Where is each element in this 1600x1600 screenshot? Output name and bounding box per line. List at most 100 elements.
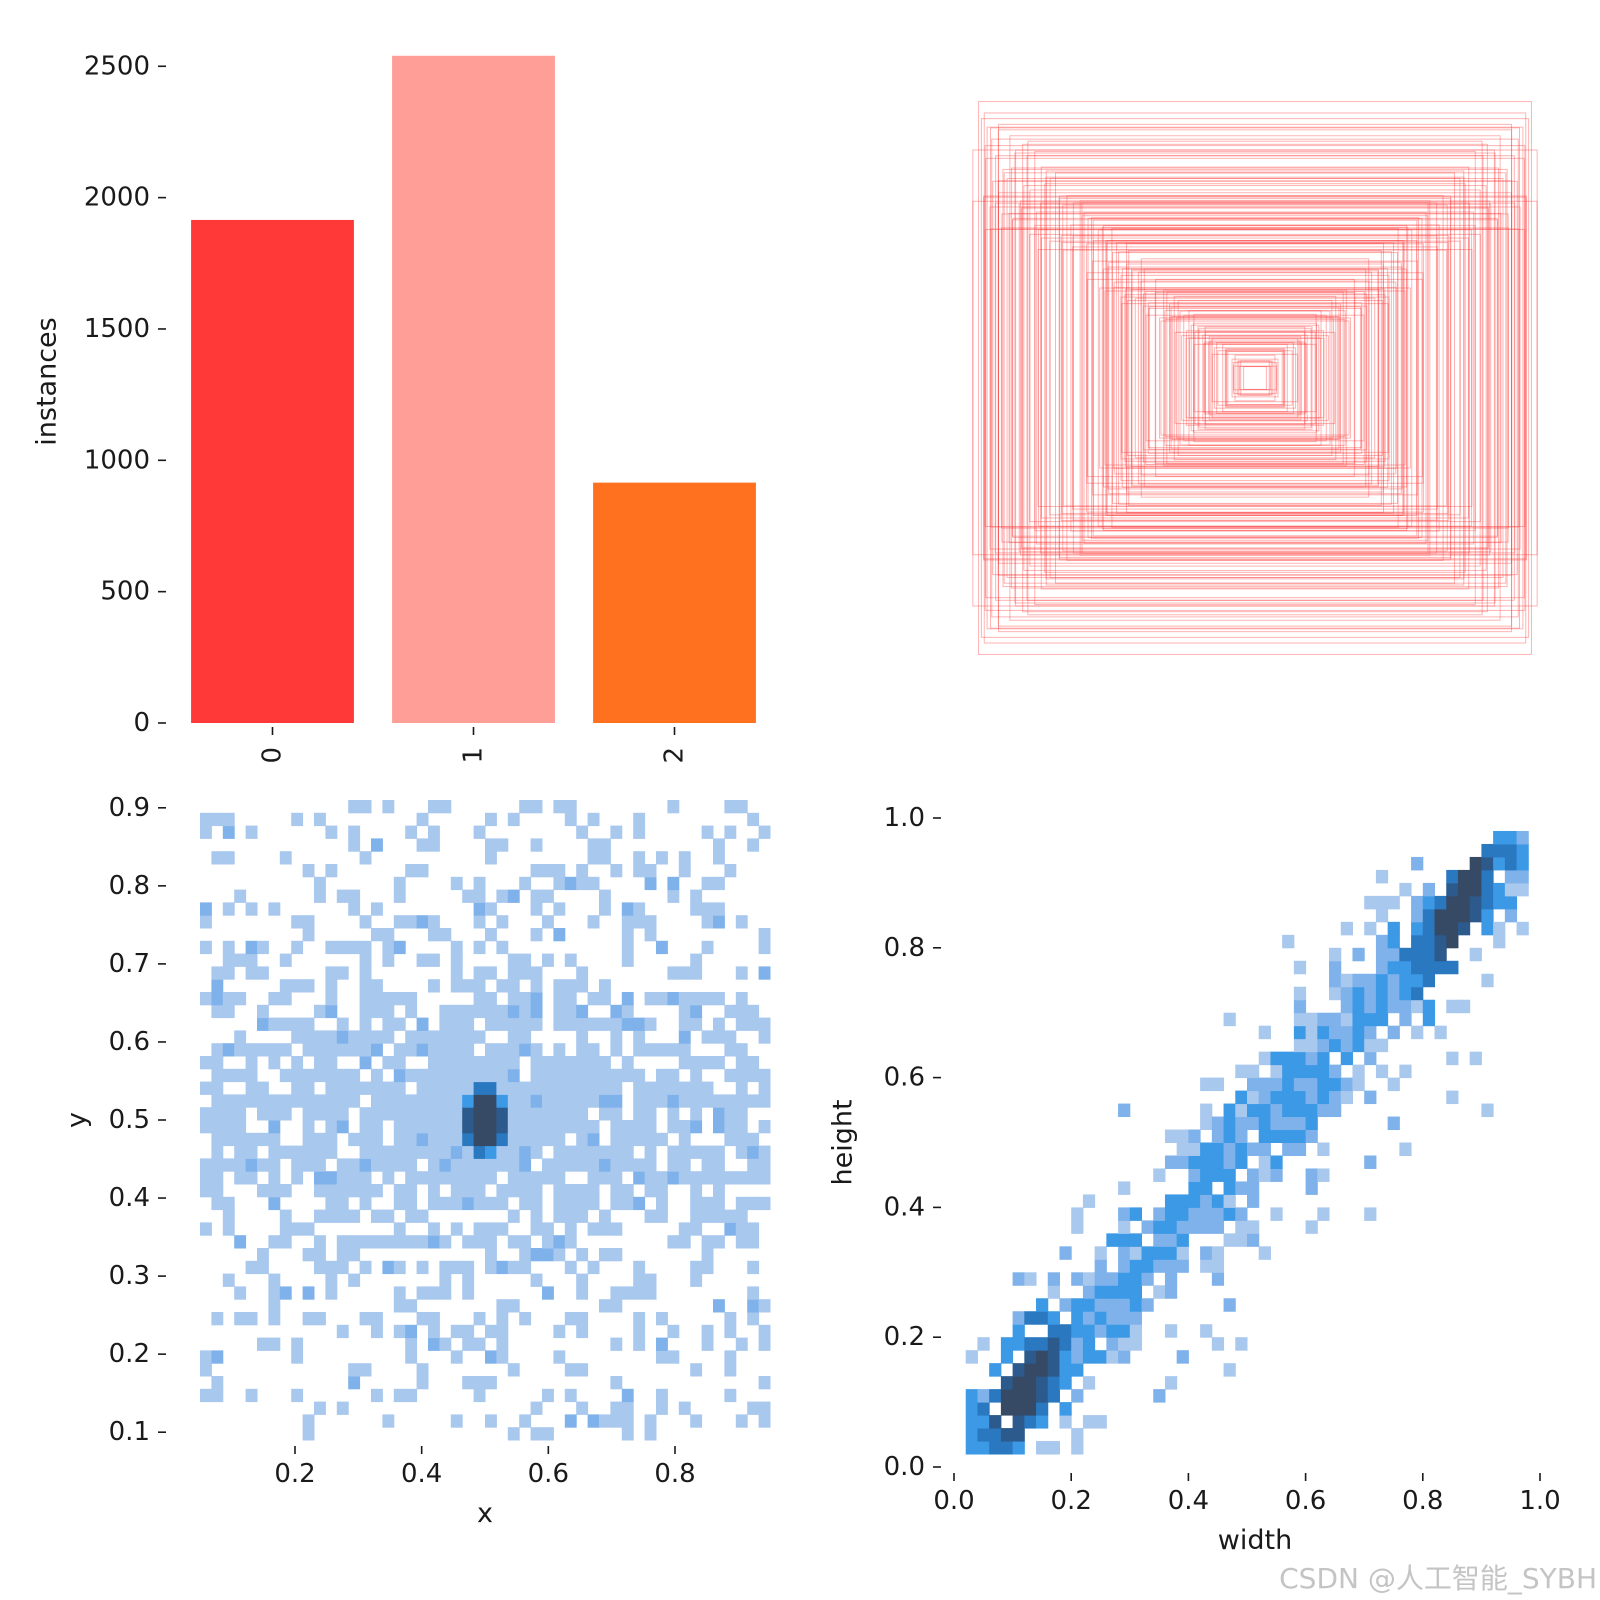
heatmap-cell — [279, 1068, 292, 1083]
heatmap-cell — [701, 992, 714, 1006]
heatmap-cell — [576, 1286, 589, 1300]
bounding-box — [1127, 299, 1383, 457]
heatmap-cell — [405, 864, 418, 878]
heatmap-cell — [450, 1004, 463, 1019]
heatmap-cell — [1047, 1363, 1060, 1377]
heatmap-cell — [405, 1350, 418, 1364]
heatmap-cell — [1223, 1129, 1236, 1143]
heatmap-cell — [393, 1094, 406, 1108]
heatmap-cell — [245, 1312, 258, 1326]
heatmap-cell — [416, 1017, 429, 1031]
heatmap-cell — [416, 1145, 429, 1159]
heatmap-cell — [542, 1222, 554, 1236]
heatmap-cell — [1059, 1246, 1072, 1260]
heatmap-cell — [758, 1145, 771, 1159]
heatmap-cell — [553, 902, 566, 916]
heatmap-cell — [542, 1107, 554, 1121]
heatmap-cell — [1387, 986, 1400, 1001]
heatmap-cell — [1036, 1298, 1049, 1312]
heatmap-cell — [473, 1222, 486, 1236]
heatmap-cell — [690, 902, 703, 916]
heatmap-cell — [485, 1056, 497, 1070]
heatmap-cell — [1141, 1220, 1154, 1234]
heatmap-cell — [1024, 1415, 1037, 1429]
heatmap-cell — [678, 1030, 691, 1044]
heatmap-cell — [1434, 947, 1447, 962]
bounding-box — [1112, 252, 1398, 504]
bounding-box — [1185, 337, 1325, 419]
heatmap-cell — [496, 838, 509, 852]
heatmap-cell — [1481, 856, 1494, 871]
heatmap-cell — [496, 1107, 509, 1121]
heatmap-cell — [485, 1004, 497, 1019]
heatmap-cell — [405, 1209, 418, 1223]
heatmap-cell — [758, 1068, 771, 1083]
heatmap-cell — [428, 1043, 440, 1057]
heatmap-cell — [1317, 1090, 1330, 1105]
heatmap-cell — [1164, 1207, 1178, 1221]
heatmap-cell — [633, 1337, 646, 1351]
heatmap-cell — [1352, 1012, 1365, 1027]
heatmap-cell — [507, 1030, 520, 1044]
heatmap-cell — [1153, 1168, 1166, 1182]
heatmap-cell — [450, 1030, 463, 1044]
heatmap-cell — [314, 1043, 326, 1057]
heatmap-cell — [713, 1158, 725, 1172]
heatmap-cell — [1176, 1194, 1189, 1208]
heatmap-cell — [314, 1248, 326, 1262]
bounding-box — [998, 123, 1512, 633]
heatmap-cell — [1012, 1311, 1025, 1325]
heatmap-cell — [302, 979, 315, 993]
heatmap-cell — [1000, 1389, 1014, 1403]
heatmap-cell — [325, 1056, 338, 1070]
heatmap-cell — [587, 1222, 600, 1236]
heatmap-cell — [1258, 1103, 1271, 1118]
y-axis-label: y — [62, 1112, 93, 1128]
heatmap-cell — [1504, 843, 1518, 858]
heatmap-cell — [747, 1004, 760, 1019]
heatmap-cell — [1305, 1077, 1318, 1092]
bar-class-2 — [593, 482, 756, 723]
heatmap-cell — [1317, 1025, 1330, 1040]
heatmap-cell — [1411, 960, 1424, 975]
heatmap-cell — [678, 1094, 691, 1108]
heatmap-cell — [496, 889, 509, 903]
heatmap-cell — [1211, 1272, 1225, 1286]
heatmap-cell — [530, 1248, 543, 1262]
heatmap-cell — [1118, 1181, 1131, 1195]
heatmap-cell — [1000, 1337, 1014, 1351]
heatmap-cell — [291, 1094, 304, 1108]
heatmap-cell — [530, 902, 543, 916]
heatmap-cell — [599, 851, 611, 865]
heatmap-cell — [1223, 1298, 1236, 1312]
heatmap-cell — [1329, 1103, 1342, 1118]
bounding-box — [1120, 296, 1390, 460]
heatmap-cell — [701, 1196, 714, 1211]
heatmap-cell — [268, 1017, 281, 1031]
heatmap-cell — [257, 966, 269, 980]
heatmap-cell — [713, 1209, 725, 1223]
heatmap-cell — [450, 1184, 463, 1198]
heatmap-cell — [724, 1030, 737, 1044]
heatmap-cell — [211, 1145, 224, 1159]
bounding-box — [1060, 235, 1450, 521]
bounding-box — [1091, 217, 1419, 539]
heatmap-cell — [1211, 1077, 1225, 1092]
heatmap-cell — [382, 953, 395, 967]
heatmap-cell — [416, 1068, 429, 1083]
heatmap-cell — [234, 889, 247, 903]
heatmap-cell — [1446, 934, 1459, 949]
heatmap-cell — [1129, 1337, 1143, 1351]
bounding-box — [980, 118, 1530, 638]
heatmap-cell — [428, 928, 440, 942]
heatmap-cell — [713, 1094, 725, 1108]
heatmap-cell — [336, 1094, 349, 1108]
heatmap-cell — [450, 1145, 463, 1159]
heatmap-cell — [747, 1235, 760, 1249]
heatmap-cell — [599, 992, 611, 1006]
heatmap-cell — [1071, 1350, 1084, 1364]
heatmap-cell — [1200, 1324, 1213, 1338]
heatmap-cell — [222, 992, 235, 1006]
heatmap-cell — [1200, 1077, 1213, 1092]
heatmap-cell — [1047, 1311, 1060, 1325]
